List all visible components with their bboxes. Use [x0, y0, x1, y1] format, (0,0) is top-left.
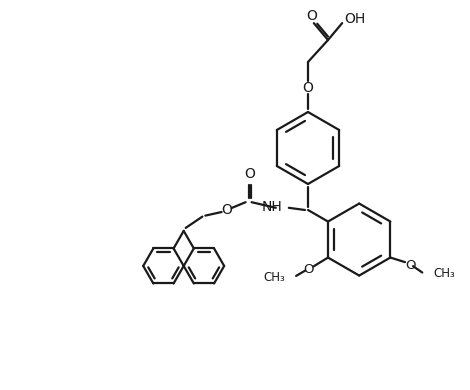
Text: O: O — [303, 81, 313, 95]
Text: O: O — [306, 9, 317, 23]
Text: O: O — [221, 203, 232, 217]
Text: O: O — [303, 263, 313, 276]
Text: CH₃: CH₃ — [433, 267, 455, 280]
Text: O: O — [244, 167, 255, 181]
Text: OH: OH — [345, 12, 366, 26]
Text: O: O — [405, 259, 415, 272]
Text: NH: NH — [262, 200, 283, 214]
Text: CH₃: CH₃ — [263, 271, 285, 284]
